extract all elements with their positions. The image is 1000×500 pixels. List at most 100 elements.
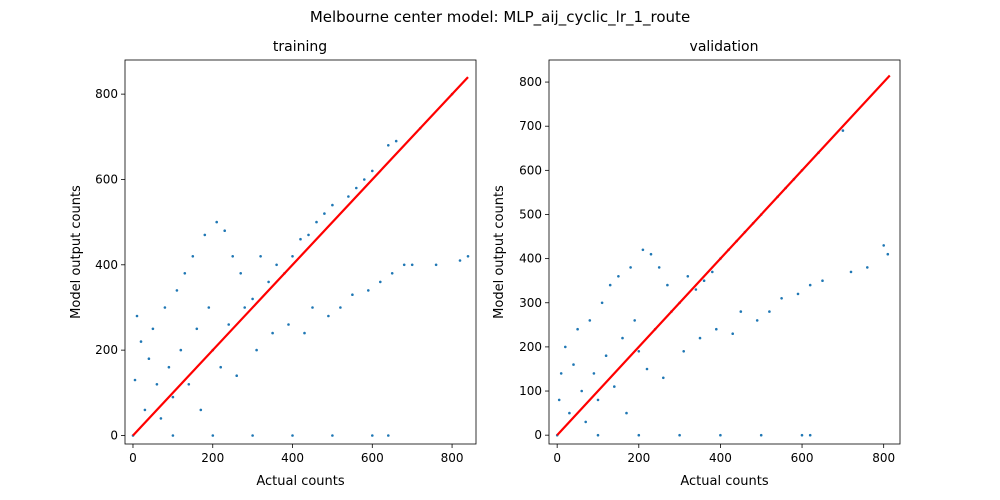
training-scatter-point: [371, 169, 374, 173]
training-scatter-point: [402, 263, 406, 267]
validation-scatter-point: [596, 398, 600, 402]
validation-scatter-point: [702, 279, 706, 283]
training-x-tick-label: 400: [281, 451, 304, 465]
training-scatter-point: [275, 263, 278, 267]
training-x-tick-label: 200: [201, 451, 224, 465]
training-scatter-point: [339, 306, 342, 309]
validation-scatter-point: [596, 433, 600, 437]
training-scatter-point: [151, 327, 155, 331]
training-scatter-point: [410, 263, 414, 267]
training-x-tick-label: 0: [129, 451, 137, 465]
training-scatter-point: [143, 408, 147, 412]
training-scatter-point: [171, 434, 175, 437]
training-scatter-point: [139, 340, 143, 343]
training-y-tick-label: 400: [95, 258, 118, 272]
training-scatter-point: [183, 272, 187, 275]
training-scatter-point: [223, 229, 226, 232]
validation-scatter-point: [557, 398, 561, 402]
training-scatter-points: [131, 92, 470, 437]
validation-scatter-point: [686, 275, 690, 278]
validation-x-ticks: 0 200 400 600 800: [553, 444, 895, 465]
training-scatter-point: [135, 314, 139, 318]
validation-scatter-point: [694, 288, 698, 291]
training-x-ticks: 0 200 400 600 800: [129, 444, 464, 465]
training-scatter-point: [466, 254, 470, 258]
training-scatter-point: [267, 280, 270, 284]
validation-scatter-point: [715, 327, 718, 331]
validation-panel: validation 0 200 400 600 800 0 100 200 300 400 50…: [492, 39, 901, 489]
training-y-tick-label: 800: [95, 87, 118, 101]
training-scatter-point: [215, 220, 218, 224]
training-scatter-point: [379, 280, 382, 284]
training-scatter-point: [191, 254, 195, 258]
training-scatter-point: [303, 331, 306, 335]
validation-scatter-point: [841, 129, 845, 132]
validation-y-tick-label: 400: [519, 252, 542, 266]
training-y-tick-label: 600: [95, 172, 118, 186]
validation-scatter-point: [682, 350, 685, 353]
validation-scatter-point: [604, 354, 608, 358]
training-scatter-point: [434, 263, 438, 267]
validation-scatter-point: [584, 420, 587, 424]
validation-scatter-point: [576, 327, 579, 331]
training-scatter-point: [163, 306, 167, 309]
validation-scatter-point: [759, 433, 763, 437]
training-panel: training 0 200 400 600 800 0 200 400 600 800 Act…: [69, 39, 477, 489]
validation-scatter-point: [564, 345, 567, 349]
training-scatter-point: [259, 254, 262, 258]
training-scatter-point: [327, 314, 330, 318]
validation-title: validation: [690, 39, 759, 55]
validation-scatter-point: [666, 283, 669, 287]
validation-y-ticks: 0 100 200 300 400 500 600 700 800: [519, 75, 549, 442]
validation-scatter-point: [559, 372, 563, 375]
training-scatter-point: [175, 289, 179, 292]
training-scatter-point: [203, 233, 207, 237]
training-scatter-point: [207, 306, 211, 309]
training-scatter-point: [251, 434, 254, 437]
figure-suptitle: Melbourne center model: MLP_aij_cyclic_l…: [310, 8, 690, 27]
training-scatter-point: [133, 378, 137, 382]
validation-scatter-point: [568, 411, 571, 415]
validation-y-tick-label: 500: [519, 207, 542, 221]
training-scatter-point: [394, 139, 398, 143]
validation-x-tick-label: 200: [627, 451, 650, 465]
validation-y-tick-label: 100: [519, 384, 542, 398]
training-scatter-point: [211, 434, 215, 437]
validation-scatter-point: [796, 292, 800, 296]
validation-scatter-point: [608, 283, 612, 287]
training-axes-frame: [124, 59, 477, 445]
validation-scatter-point: [731, 332, 734, 336]
validation-scatter-point: [800, 433, 804, 437]
training-scatter-point: [363, 178, 366, 181]
validation-scatter-point: [808, 283, 812, 287]
training-scatter-point: [171, 395, 175, 399]
validation-x-tick-label: 400: [709, 451, 732, 465]
training-scatter-point: [291, 254, 294, 258]
training-y-tick-label: 0: [110, 428, 118, 442]
validation-y-tick-label: 200: [519, 340, 542, 354]
training-scatter-point: [311, 306, 314, 309]
validation-x-tick-label: 0: [553, 451, 561, 465]
validation-scatter-point: [808, 433, 812, 437]
validation-x-axis-label: Actual counts: [680, 474, 769, 489]
training-scatter-point: [235, 374, 238, 378]
validation-scatter-point: [633, 319, 636, 322]
training-scatter-point: [147, 357, 151, 361]
training-scatter-point: [195, 327, 199, 331]
training-scatter-point: [331, 203, 334, 207]
validation-scatter-point: [637, 350, 641, 353]
validation-scatter-point: [719, 433, 722, 437]
training-scatter-point: [347, 195, 350, 198]
validation-scatter-point: [641, 248, 645, 252]
training-scatter-point: [291, 434, 294, 437]
validation-scatter-point: [755, 319, 759, 322]
validation-y-tick-label: 600: [519, 163, 542, 177]
validation-scatter-point: [768, 310, 771, 313]
training-scatter-point: [187, 383, 191, 386]
validation-y-tick-label: 300: [519, 296, 542, 310]
training-scatter-point: [227, 323, 230, 326]
validation-fit-line-group: [556, 74, 891, 436]
validation-scatter-point: [621, 336, 624, 340]
